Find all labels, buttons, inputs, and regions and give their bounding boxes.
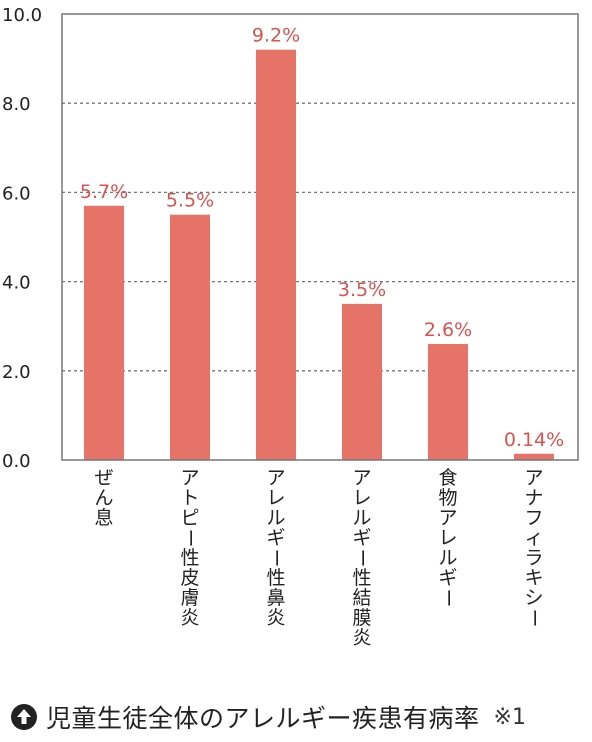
x-tick-char: ィ — [524, 527, 543, 549]
x-tick-char: シ — [524, 587, 543, 609]
x-tick-char: キ — [524, 567, 543, 589]
chart-caption: 児童生徒全体のアレルギー疾患有病率 ※1 — [10, 700, 526, 734]
x-tick-char: ギ — [352, 527, 371, 549]
x-tick-char: ア — [524, 467, 543, 489]
y-tick-label: 8.0 — [2, 94, 31, 115]
caption-note: ※1 — [493, 704, 526, 730]
x-tick-char: ル — [438, 547, 457, 569]
x-axis-categories: ぜん息アトピー性皮膚炎アレルギー性鼻炎アレルギー性結膜炎食物アレルギーアナフィラ… — [94, 467, 545, 649]
x-tick-char: ナ — [524, 487, 543, 509]
bar — [428, 344, 468, 460]
x-tick-char: ア — [352, 467, 371, 489]
x-tick-char: ト — [180, 487, 199, 509]
value-label: 2.6% — [424, 319, 472, 341]
x-tick-char: 性 — [266, 567, 285, 589]
value-label: 5.5% — [166, 190, 214, 212]
x-tick-char: ー — [265, 548, 287, 567]
x-tick-char: ん — [94, 487, 113, 509]
x-tick-char: ラ — [524, 547, 543, 569]
y-axis-ticks: 0.0 2.0 4.0 6.0 8.0 10.0 — [2, 5, 42, 472]
x-tick-char: 結 — [352, 587, 371, 609]
bar — [84, 205, 124, 460]
caption-text: 児童生徒全体のアレルギー疾患有病率 — [46, 704, 480, 733]
grid-lines — [62, 102, 578, 372]
y-tick-label: 2.0 — [2, 362, 31, 383]
x-tick-char: ぜ — [94, 467, 113, 489]
x-tick-char: ア — [266, 467, 285, 489]
bar — [342, 303, 382, 460]
x-tick-char: ー — [351, 548, 373, 567]
value-label: 3.5% — [338, 279, 386, 301]
x-tick-char: ー — [437, 588, 459, 607]
x-tick-char: 皮 — [180, 567, 199, 589]
x-tick-char: 息 — [94, 507, 113, 529]
x-tick-char: ギ — [266, 527, 285, 549]
y-tick-label: 10.0 — [2, 5, 42, 26]
plot-frame — [61, 13, 579, 461]
x-tick-char: レ — [352, 487, 371, 509]
bar — [514, 453, 554, 460]
x-tick-char: ー — [523, 608, 545, 627]
x-tick-label: ぜん息 — [94, 467, 113, 529]
x-tick-char: 物 — [438, 487, 457, 509]
x-tick-char: 鼻 — [266, 587, 285, 609]
x-tick-char: 膚 — [180, 587, 199, 609]
bar — [256, 49, 296, 461]
x-tick-char: 炎 — [266, 607, 285, 629]
x-tick-char: ア — [180, 467, 199, 489]
x-tick-char: ア — [438, 507, 457, 529]
bar-chart: 0.0 2.0 4.0 6.0 8.0 10.0 5.7% 5.5% 9.2% 3.5% 2.6%… — [2, 5, 579, 649]
plot-border — [61, 13, 579, 461]
x-tick-char: ギ — [438, 567, 457, 589]
x-tick-char: フ — [524, 507, 543, 529]
x-tick-char: 食 — [438, 467, 457, 489]
x-tick-char: 膜 — [352, 607, 371, 629]
bar — [170, 214, 210, 460]
x-tick-char: ー — [179, 528, 201, 547]
value-label: 0.14% — [504, 429, 564, 451]
bars — [84, 49, 554, 461]
x-tick-char: 炎 — [180, 607, 199, 629]
value-labels: 5.7% 5.5% 9.2% 3.5% 2.6% 0.14% — [80, 25, 564, 451]
value-label: 5.7% — [80, 181, 128, 203]
x-tick-char: 炎 — [352, 627, 371, 649]
x-tick-char: ピ — [180, 507, 199, 529]
value-label: 9.2% — [252, 25, 300, 47]
x-tick-char: 性 — [180, 547, 199, 569]
y-tick-label: 0.0 — [2, 451, 31, 472]
x-tick-char: レ — [266, 487, 285, 509]
x-tick-char: ル — [266, 507, 285, 529]
y-tick-label: 6.0 — [2, 183, 31, 204]
y-tick-label: 4.0 — [2, 273, 31, 294]
arrow-up-circle-icon — [11, 704, 37, 730]
x-tick-char: レ — [438, 527, 457, 549]
x-tick-char: ル — [352, 507, 371, 529]
x-tick-char: 性 — [352, 567, 371, 589]
